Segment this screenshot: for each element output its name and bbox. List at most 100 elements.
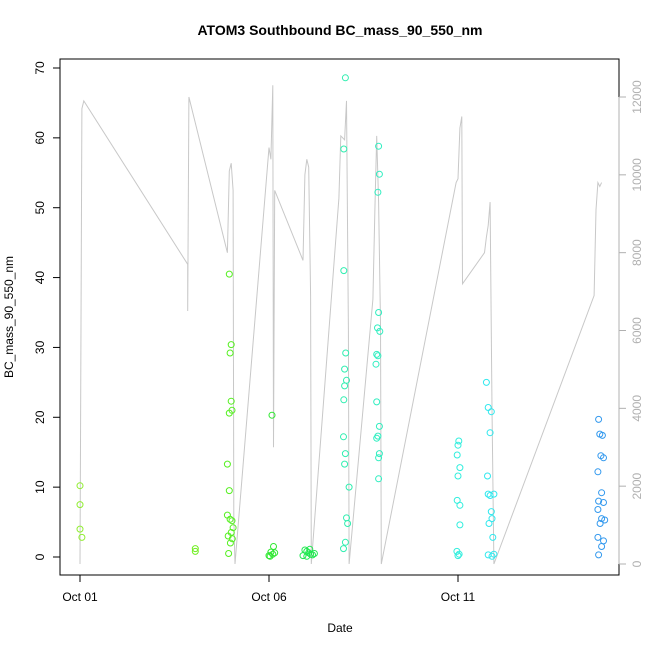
data-point [226, 349, 234, 357]
data-point [270, 543, 277, 550]
y-tick-label: 30 [33, 340, 47, 354]
data-point [225, 409, 233, 417]
data-point [373, 350, 381, 358]
right-y-tick-label: 8000 [630, 239, 644, 266]
data-point [225, 487, 233, 495]
data-point [191, 545, 199, 553]
data-point [375, 309, 383, 316]
data-point [191, 547, 199, 555]
data-point [373, 398, 381, 406]
y-tick-label: 70 [33, 61, 47, 75]
data-point [375, 170, 383, 178]
scatter-points [76, 74, 609, 560]
x-tick-label: Oct 01 [62, 590, 98, 604]
data-point [341, 538, 349, 546]
y-tick-label: 20 [33, 410, 47, 424]
y-axis: 0 10 20 30 40 50 60 70 [33, 61, 61, 560]
data-point [76, 525, 84, 533]
data-point [485, 520, 493, 527]
data-point [340, 545, 347, 553]
data-point [595, 497, 603, 505]
right-y-tick-label: 2000 [630, 472, 644, 499]
data-point [374, 188, 382, 196]
data-point [266, 552, 274, 560]
right-y-axis: 0 2000 4000 6000 8000 10000 12000 [618, 80, 644, 567]
data-point [455, 437, 463, 445]
x-tick-label: Oct 11 [441, 590, 476, 604]
data-point [227, 397, 235, 405]
data-point [453, 451, 461, 459]
x-tick-label: Oct 06 [251, 590, 287, 604]
data-point [225, 270, 233, 278]
data-point [341, 74, 349, 82]
data-point [487, 508, 495, 516]
data-point [594, 533, 602, 541]
right-y-tick-label: 4000 [630, 395, 644, 422]
data-point [490, 490, 498, 498]
data-point [375, 450, 383, 458]
data-point [456, 501, 464, 509]
data-point [490, 550, 498, 558]
data-point [229, 524, 237, 532]
x-axis: Oct 01 Oct 06 Oct 11 [62, 574, 476, 604]
data-point [484, 490, 492, 498]
y-tick-label: 10 [33, 480, 47, 494]
plot-frame [59, 58, 620, 576]
data-point [600, 499, 607, 506]
data-point [456, 464, 464, 472]
data-point [267, 548, 275, 556]
y-tick-label: 50 [33, 201, 47, 215]
data-point [454, 472, 462, 480]
data-point [595, 415, 603, 423]
data-point [598, 543, 606, 550]
data-point [375, 422, 383, 430]
data-point [228, 517, 236, 525]
data-point [601, 516, 609, 524]
data-point [306, 545, 314, 553]
data-point [374, 352, 382, 360]
data-point [488, 515, 496, 523]
data-point [340, 145, 348, 153]
data-point [374, 324, 381, 332]
data-point [456, 521, 464, 529]
data-point [484, 551, 492, 559]
data-point [228, 535, 236, 543]
data-point [489, 533, 497, 541]
chart-title: ATOM3 Southbound BC_mass_90_550_nm [197, 22, 482, 38]
data-point [340, 267, 348, 275]
data-point [265, 552, 273, 560]
data-point [344, 520, 352, 527]
data-point [340, 433, 347, 441]
data-point [225, 550, 233, 557]
data-point [341, 450, 349, 458]
data-point [600, 454, 607, 462]
data-point [223, 460, 231, 468]
data-point [226, 515, 234, 523]
data-point [372, 360, 380, 368]
data-point [268, 411, 276, 419]
data-point [341, 460, 349, 468]
y-tick-label: 60 [33, 131, 47, 145]
y-tick-label: 0 [33, 553, 47, 560]
data-point [455, 550, 463, 558]
data-point [482, 378, 490, 386]
data-point [600, 537, 607, 545]
y-tick-label: 40 [33, 271, 47, 285]
data-point [594, 506, 602, 513]
data-point [340, 396, 348, 404]
data-point [454, 552, 462, 560]
data-point [487, 408, 495, 416]
data-point [486, 492, 494, 499]
data-point [303, 552, 311, 560]
data-point [345, 483, 353, 491]
data-point [373, 434, 381, 442]
data-point [76, 501, 84, 509]
data-point [226, 539, 234, 547]
data-point [375, 142, 383, 150]
data-point [596, 520, 604, 527]
data-point [488, 552, 496, 560]
data-point [310, 550, 318, 557]
data-point [375, 454, 383, 462]
altitude-line [79, 85, 603, 565]
